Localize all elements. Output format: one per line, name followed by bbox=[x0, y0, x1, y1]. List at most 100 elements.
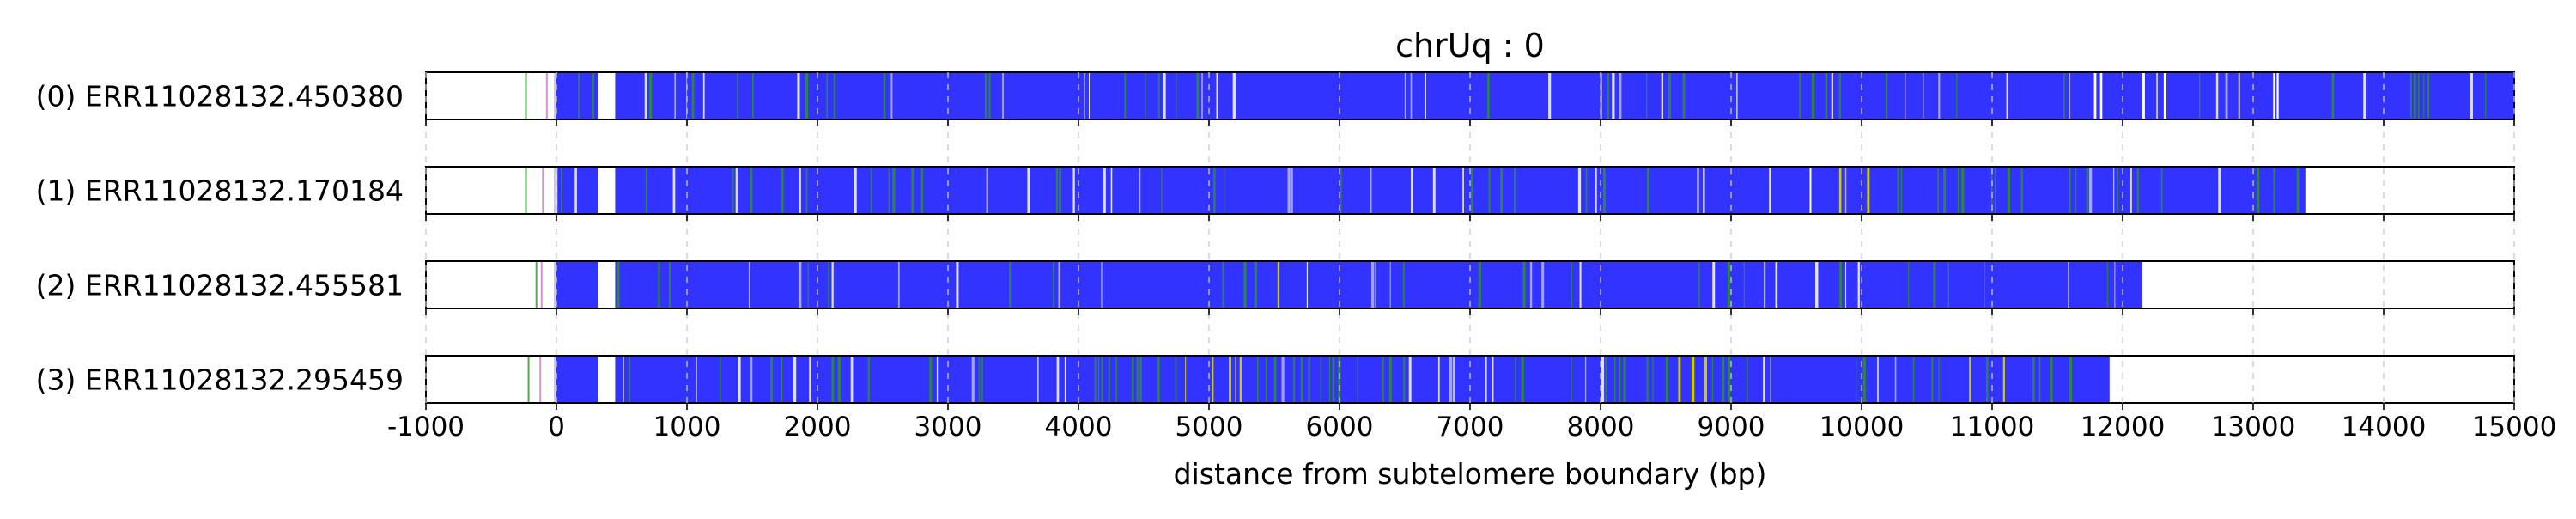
read-stripe bbox=[1216, 72, 1218, 119]
read-stripe bbox=[691, 72, 695, 119]
read-stripe bbox=[799, 167, 801, 214]
read-stripe bbox=[1703, 167, 1705, 214]
x-tick-label: 8000 bbox=[1567, 412, 1635, 443]
read-stripe bbox=[2129, 167, 2132, 214]
read-stripe bbox=[561, 167, 562, 214]
read-stripe bbox=[1722, 356, 1725, 403]
read-stripe bbox=[1437, 356, 1440, 403]
read-stripe bbox=[1541, 261, 1545, 308]
sparse-mark bbox=[525, 167, 527, 214]
read-stripe bbox=[1072, 167, 1075, 214]
read-stripe bbox=[1661, 72, 1663, 119]
chart-title: chrUq : 0 bbox=[1395, 27, 1545, 64]
read-stripe bbox=[1825, 72, 1828, 119]
read-stripe bbox=[798, 261, 802, 308]
read-stripe bbox=[674, 72, 676, 119]
read-stripe bbox=[1704, 356, 1707, 403]
read-stripe bbox=[1529, 261, 1533, 308]
read-stripe bbox=[1938, 356, 1940, 403]
read-stripe bbox=[1844, 167, 1847, 214]
read-stripe bbox=[1857, 261, 1860, 308]
read-stripe bbox=[1665, 356, 1668, 403]
read-gap bbox=[598, 356, 616, 403]
read-stripe bbox=[1727, 261, 1730, 308]
read-stripe bbox=[1375, 261, 1376, 308]
read-stripe bbox=[1058, 261, 1061, 308]
read-stripe bbox=[2093, 72, 2097, 119]
x-tick-label: 7000 bbox=[1437, 412, 1504, 443]
read-stripe bbox=[1815, 261, 1819, 308]
read-stripe bbox=[1432, 167, 1436, 214]
read-stripe bbox=[2069, 356, 2073, 403]
read-stripe bbox=[1389, 261, 1391, 308]
read-stripe bbox=[1600, 72, 1602, 119]
read-stripe bbox=[1877, 356, 1879, 403]
read-stripe bbox=[1775, 261, 1778, 308]
read-stripe bbox=[1933, 261, 1936, 308]
read-stripe bbox=[1623, 356, 1626, 403]
read-stripe bbox=[1931, 356, 1934, 403]
read-stripe bbox=[1711, 356, 1714, 403]
read-stripe bbox=[1291, 167, 1293, 214]
read-stripe bbox=[981, 356, 983, 403]
read-stripe bbox=[2273, 167, 2275, 214]
read-stripe bbox=[748, 261, 750, 308]
read-stripe bbox=[890, 72, 893, 119]
read-stripe bbox=[867, 356, 870, 403]
read-stripe bbox=[1462, 167, 1464, 214]
read-stripe bbox=[828, 261, 829, 308]
read-stripe bbox=[1912, 356, 1915, 403]
read-stripe bbox=[1618, 356, 1621, 403]
read-stripe bbox=[750, 167, 753, 214]
read-stripe bbox=[1340, 167, 1342, 214]
read-stripe bbox=[1139, 356, 1142, 403]
axis-layer: -1000 0 1000 2000 3000 4000 5000 6000 7000 8000 90… bbox=[387, 119, 2556, 443]
read-stripe bbox=[1108, 356, 1110, 403]
read-stripe bbox=[2225, 72, 2228, 119]
read-stripe bbox=[1232, 72, 1236, 119]
read-stripe bbox=[1145, 72, 1146, 119]
read-stripe bbox=[831, 261, 834, 308]
read-stripe bbox=[1500, 167, 1503, 214]
sparse-mark bbox=[539, 356, 542, 403]
read-stripe bbox=[1513, 167, 1516, 214]
read-stripe bbox=[1839, 261, 1842, 308]
read-stripe bbox=[1161, 167, 1163, 214]
read-stripe bbox=[1485, 356, 1487, 403]
read-stripe bbox=[888, 167, 890, 214]
read-stripe bbox=[1213, 167, 1216, 214]
read-stripe bbox=[1937, 167, 1939, 214]
read-stripe bbox=[1521, 356, 1524, 403]
read-gap bbox=[598, 72, 616, 119]
read-stripe bbox=[809, 356, 811, 403]
read-stripe bbox=[1115, 356, 1118, 403]
read-stripe bbox=[1131, 356, 1134, 403]
read-stripe bbox=[1838, 167, 1842, 214]
track-label: (2) ERR11028132.455581 bbox=[36, 269, 404, 302]
read-stripe bbox=[1103, 167, 1106, 214]
read-stripe bbox=[1601, 356, 1605, 403]
read-stripe bbox=[1059, 167, 1061, 214]
read-stripe bbox=[2413, 72, 2416, 119]
read-stripe bbox=[2156, 72, 2158, 119]
x-tick-label: 11000 bbox=[1950, 412, 2035, 443]
read-stripe bbox=[2117, 167, 2118, 214]
read-stripe bbox=[1894, 356, 1897, 403]
read-stripe bbox=[2114, 261, 2116, 308]
x-axis-label: distance from subtelomere boundary (bp) bbox=[1174, 457, 1767, 491]
read-stripe bbox=[2038, 356, 2041, 403]
read-stripe bbox=[1239, 356, 1242, 403]
track-label: (0) ERR11028132.450380 bbox=[36, 80, 404, 113]
read-stripe bbox=[1449, 356, 1453, 403]
read-stripe bbox=[2423, 72, 2425, 119]
read-stripe bbox=[1370, 261, 1375, 308]
read-stripe bbox=[1229, 356, 1231, 403]
read-stripe bbox=[1682, 72, 1686, 119]
read-stripe bbox=[2410, 72, 2412, 119]
read-stripe bbox=[897, 261, 900, 308]
read-stripe bbox=[1300, 356, 1303, 403]
read-stripe bbox=[592, 72, 594, 119]
read-stripe bbox=[668, 261, 671, 308]
read-stripe bbox=[1306, 261, 1309, 308]
